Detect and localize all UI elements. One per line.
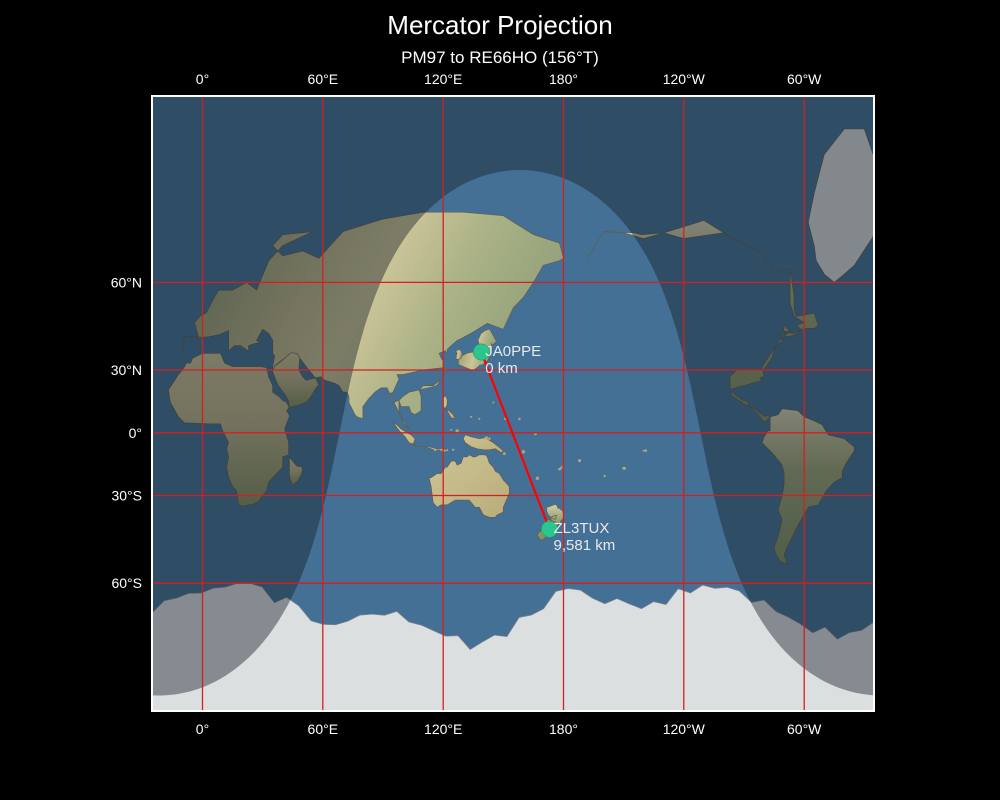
svg-text:180°: 180° (549, 721, 578, 737)
svg-text:180°: 180° (549, 71, 578, 87)
svg-text:0 km: 0 km (485, 360, 518, 377)
svg-text:120°E: 120°E (424, 71, 462, 87)
svg-text:30°N: 30°N (111, 362, 142, 378)
svg-text:JA0PPE: JA0PPE (485, 343, 541, 360)
svg-text:60°E: 60°E (308, 721, 339, 737)
svg-text:60°W: 60°W (787, 721, 822, 737)
svg-text:60°N: 60°N (111, 274, 142, 290)
svg-text:60°W: 60°W (787, 71, 822, 87)
svg-text:9,581 km: 9,581 km (554, 537, 616, 554)
svg-text:120°W: 120°W (663, 721, 706, 737)
svg-text:0°: 0° (196, 721, 209, 737)
svg-text:0°: 0° (196, 71, 209, 87)
svg-text:120°W: 120°W (663, 71, 706, 87)
svg-text:ZL3TUX: ZL3TUX (554, 520, 610, 537)
svg-text:120°E: 120°E (424, 721, 462, 737)
svg-text:60°E: 60°E (308, 71, 339, 87)
svg-text:60°S: 60°S (111, 575, 142, 591)
svg-text:0°: 0° (129, 425, 142, 441)
svg-text:30°S: 30°S (111, 488, 142, 504)
